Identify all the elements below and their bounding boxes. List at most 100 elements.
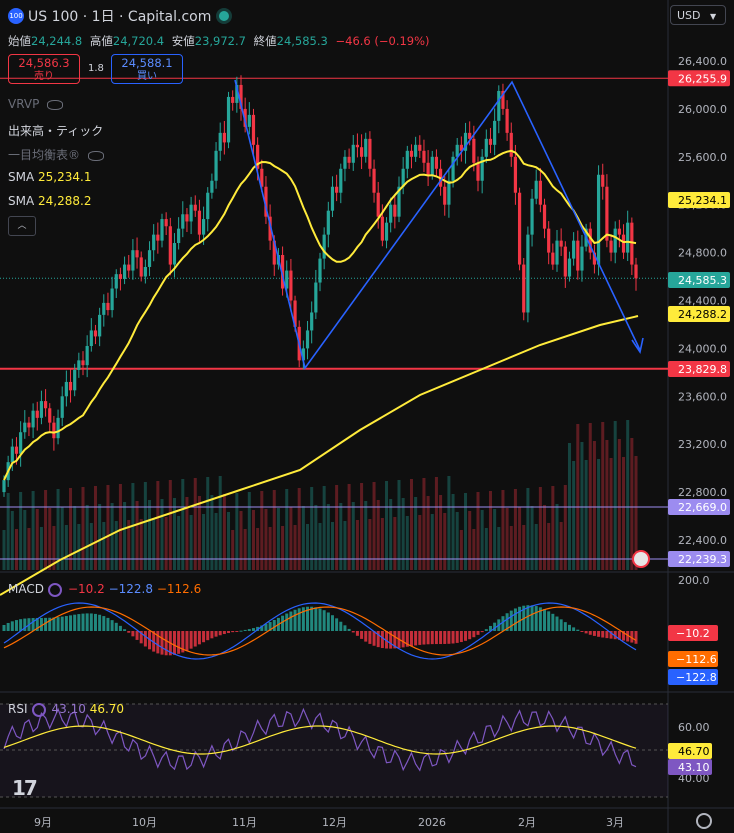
candle-body [193,204,197,211]
hidden-eye-icon[interactable] [47,99,64,110]
macd-histogram-bar [480,631,484,633]
volume-bar [301,506,305,570]
macd-histogram-bar [110,620,114,631]
macd-histogram-bar [534,606,538,631]
candle-body [555,240,559,265]
candle-body [160,219,164,241]
time-tick-label: 2月 [518,816,536,829]
candle-body [347,156,351,163]
macd-histogram-bar [56,617,60,631]
price-tick-label: 24,400.0 [678,295,727,308]
volume-bar [251,510,255,570]
volume-bar [476,492,480,570]
candle-body [189,204,193,222]
candle-body [526,234,530,313]
candle-body [77,360,81,370]
macd-histogram-bar [439,631,443,645]
rsi-legend[interactable]: RSI 43.10 46.70 [8,702,124,717]
hidden-eye-icon[interactable] [88,150,105,161]
candle-body [351,144,355,163]
sma-fast-indicator[interactable]: SMA 25,234.1 [8,170,91,184]
macd-histogram-bar [547,611,551,631]
volume-bar [23,510,27,570]
candle-body [621,234,626,253]
macd-histogram-bar [69,615,73,631]
macd-histogram-bar [634,631,638,644]
candle-body [197,210,202,235]
candle-body [164,219,168,227]
settings-ring-icon[interactable] [47,582,62,597]
currency-select[interactable]: USD ▼ [670,5,726,25]
macd-histogram-bar [23,618,27,631]
candle-body [268,216,272,241]
candle-body [289,270,293,301]
volume-bar [39,527,43,570]
open-label: 始値 [8,34,31,48]
volume-bar [443,513,447,570]
macd-histogram-bar [513,608,517,631]
vrvp-indicator[interactable]: VRVP [8,97,64,111]
volume-bar [2,530,6,570]
macd-histogram-bar [48,617,52,631]
price-tag [668,361,730,377]
volume-bar [106,485,110,570]
open-value: 24,244.8 [31,34,83,48]
collapse-legend-button[interactable]: ︿ [8,216,36,236]
macd-histogram-bar [177,631,181,654]
sma-slow-indicator[interactable]: SMA 24,288.2 [8,194,91,208]
candle-body [372,168,376,193]
candle-body [493,120,497,145]
candle-body [364,138,368,157]
volume-bar [202,514,206,570]
macd-histogram-bar [409,631,413,647]
macd-histogram-bar [563,622,567,631]
candle-body [613,228,617,253]
symbol-title[interactable]: US 100 · 1日 · Capital.com [28,9,212,25]
macd-histogram-bar [622,631,626,641]
time-tick-label: 12月 [322,816,347,829]
buy-button[interactable]: 24,588.1 買い [111,54,183,84]
candle-body [517,192,522,265]
candle-body [131,250,135,271]
candle-body [185,214,189,222]
candle-body [210,180,214,193]
macd-histogram-bar [114,622,118,631]
macd-legend[interactable]: MACD −10.2 −122.8 −112.6 [8,582,201,597]
macd-histogram-bar [127,631,131,633]
ichimoku-indicator[interactable]: 一目均衡表® [8,146,105,163]
volume-bar [89,523,93,570]
settings-ring-icon[interactable] [31,702,46,717]
macd-histogram-bar [551,613,555,631]
volume-indicator[interactable]: 出来高・ティック [8,122,103,139]
macd-histogram-bar [597,631,601,637]
volume-bar [335,485,339,570]
macd-histogram-bar [222,631,226,635]
gear-icon[interactable] [696,813,712,829]
volume-bar [27,528,31,570]
vrvp-label: VRVP [8,97,40,111]
volume-bar [214,513,218,570]
volume-bar [597,459,601,570]
volume-bar [276,508,280,570]
volume-bar [547,523,551,570]
volume-bar [347,484,351,570]
volume-bar [48,508,52,570]
macd-histogram-bar [530,605,534,631]
candle-body [434,156,439,169]
volume-bar [197,496,201,570]
volume-bar [35,509,39,570]
macd-histogram-bar [613,631,617,640]
time-tick-label: 11月 [232,816,257,829]
macd-histogram-bar [247,629,251,631]
sell-button[interactable]: 24,586.3 売り [8,54,80,84]
symbol-badge[interactable]: 100 [8,8,24,24]
candle-body [73,369,77,391]
candle-body [201,219,206,235]
macd-histogram-bar [152,631,156,652]
macd-histogram-bar [10,621,14,631]
candle-body [293,300,297,327]
volume-bar [405,516,409,570]
macd-histogram-bar [567,624,571,631]
macd-hist-value: −10.2 [67,582,105,596]
